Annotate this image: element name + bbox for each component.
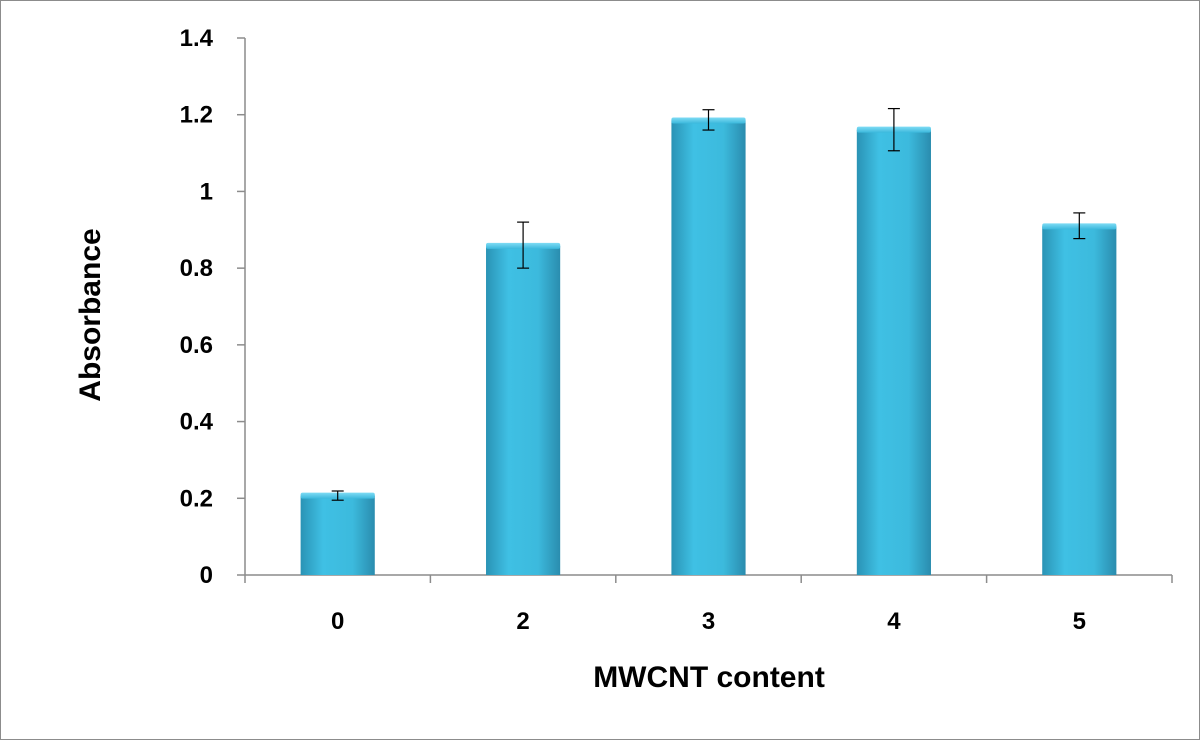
x-tick-label: 2 [516,608,529,635]
y-tick-label: 0.6 [180,332,213,359]
bar [856,129,931,575]
y-tick-label: 0 [200,562,213,589]
y-tick-label: 0.2 [180,485,213,512]
x-tick-label: 4 [887,608,901,635]
error-bars [331,107,1086,501]
x-tick-label: 3 [702,608,715,635]
bar [1042,226,1117,576]
y-tick-label: 0.8 [180,255,213,282]
y-axis-title: Absorbance [74,228,107,401]
y-tick-label: 1.4 [180,25,214,52]
y-tick-label: 1.2 [180,102,213,129]
bar [486,245,561,575]
y-tick-label: 0.4 [180,409,214,436]
bar [671,120,746,575]
x-axis: 0 2 3 4 5 [244,574,1173,635]
x-tick-label: 5 [1073,608,1086,635]
y-axis: 0 0.2 0.4 0.6 0.8 1 1.2 1.4 [180,25,246,589]
y-tick-label: 1 [200,178,213,205]
bar [300,495,375,575]
bars [300,117,1117,576]
x-tick-label: 0 [331,608,344,635]
x-axis-title: MWCNT content [593,661,825,694]
